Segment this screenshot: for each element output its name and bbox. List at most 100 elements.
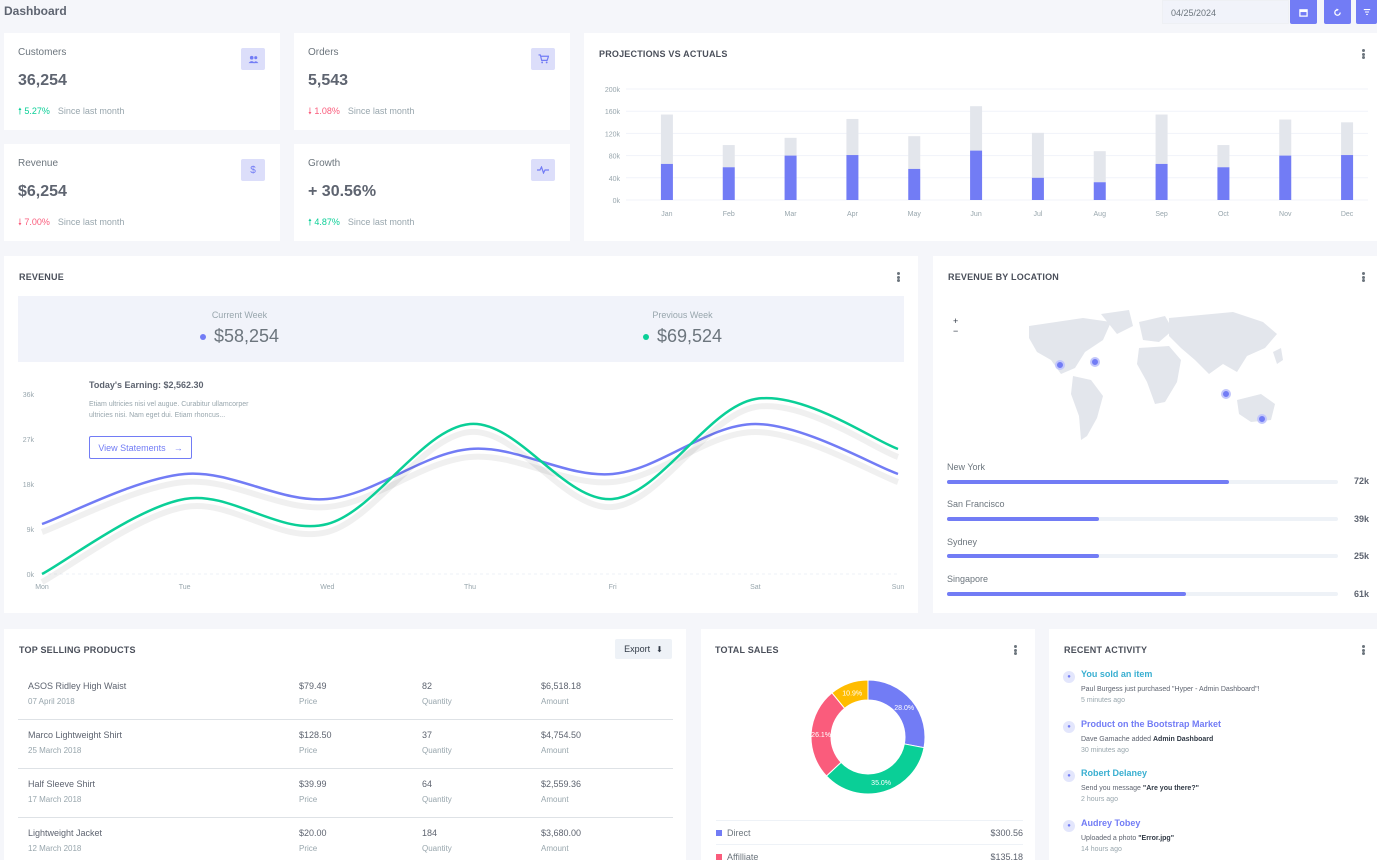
activity-text: Paul Burgess just purchased "Hyper - Adm… [1081, 686, 1260, 693]
product-name: Half Sleeve Shirt [28, 779, 96, 789]
city-value: 61k [1353, 589, 1369, 599]
x-tick-label: Jan [661, 211, 672, 218]
activity-title[interactable]: Robert Delaney [1081, 768, 1148, 778]
airplane-icon: ● [1063, 720, 1075, 733]
message-icon: ● [1063, 770, 1075, 782]
card-title: REVENUE [19, 272, 64, 282]
bar-projection [1155, 114, 1168, 164]
cart-icon [531, 48, 555, 70]
product-date: 25 March 2018 [28, 746, 82, 755]
more-menu-icon[interactable] [1359, 643, 1367, 657]
bar-projection [1341, 122, 1354, 156]
bar-projection [908, 136, 921, 169]
marker-singapore[interactable] [1221, 389, 1231, 399]
more-menu-icon[interactable] [1359, 47, 1367, 61]
product-date: 12 March 2018 [28, 844, 82, 853]
activity-item[interactable]: ● Audrey Tobey Uploaded a photo "Error.jpg… [1063, 818, 1363, 853]
activity-description: Dave Gamache added Admin Dashboard [1081, 736, 1363, 743]
activity-item[interactable]: ● You sold an item Paul Burgess just purch… [1063, 669, 1363, 704]
export-button[interactable]: Export ⬇ [615, 639, 672, 659]
stat-value: 36,254 [18, 72, 67, 89]
table-cell: $20.00 Price [299, 828, 327, 853]
marker-san-francisco[interactable] [1055, 360, 1065, 370]
stat-footer: 🠕 5.27% Since last month [18, 104, 124, 120]
table-row: ASOS Ridley High Waist 07 April 2018 $79.4… [18, 671, 673, 720]
legend-row-affiliate: Affilliate $135.18 [716, 844, 1023, 860]
bar-projection [722, 145, 735, 168]
filter-button[interactable] [1356, 0, 1377, 24]
activity-time: 2 hours ago [1081, 796, 1118, 803]
slice-label: 28.0% [894, 705, 914, 712]
y-tick-label: 200k [605, 87, 621, 94]
activity-card: RECENT ACTIVITY ● You sold an item Paul Bu… [1049, 629, 1377, 860]
donut-slice[interactable] [867, 679, 926, 749]
stat-change: 5.27% [24, 106, 50, 116]
activity-time: 30 minutes ago [1081, 746, 1129, 754]
activity-title[interactable]: You sold an item [1081, 669, 1153, 679]
series-line-previous-week [41, 396, 899, 576]
activity-item[interactable]: ● Product on the Bootstrap Market Dave Gam… [1063, 719, 1363, 754]
stat-label: Orders [308, 47, 339, 58]
stat-since: Since last month [347, 106, 415, 116]
more-menu-icon[interactable] [894, 270, 902, 284]
series-shadow [40, 428, 900, 535]
calendar-button[interactable] [1290, 0, 1317, 24]
refresh-button[interactable] [1324, 0, 1351, 24]
x-tick-label: Mon [35, 584, 49, 591]
y-tick-label: 0k [27, 572, 35, 579]
view-statements-label: View Statements [98, 442, 166, 453]
card-title: TOP SELLING PRODUCTS [19, 645, 136, 655]
city-progress [947, 592, 1338, 596]
activity-title[interactable]: Audrey Tobey [1081, 817, 1141, 828]
x-tick-label: May [908, 211, 922, 218]
date-input[interactable]: 04/25/2024 [1162, 0, 1289, 24]
total-sales-donut: 28.0% 35.0% 26.1% 10.9% [810, 679, 926, 795]
table-cell: $2,559.36 Amount [541, 779, 581, 804]
revenue-summary: Current Week $58,254 Previous Week $69,5… [18, 296, 904, 362]
activity-time: 14 hours ago [1081, 845, 1122, 853]
donut-slice[interactable] [831, 679, 869, 710]
card-title: REVENUE BY LOCATION [948, 272, 1059, 282]
more-menu-icon[interactable] [1359, 270, 1367, 284]
y-tick-label: 9k [27, 527, 35, 534]
bar-actual [1093, 182, 1106, 200]
marker-sydney[interactable] [1257, 414, 1267, 424]
marker-new-york[interactable] [1090, 357, 1100, 367]
view-statements-button[interactable]: View Statements → [89, 436, 192, 459]
city-name: Singapore [947, 574, 989, 584]
bar-projection [1217, 145, 1230, 168]
zoom-in-button[interactable]: + [953, 316, 959, 326]
stat-value: $6,254 [18, 183, 67, 200]
stat-label: Customers [18, 47, 67, 58]
legend-amount: $300.56 [990, 828, 1023, 838]
projections-bar-chart: 0k 40k 80k 120k 160k 200k Jan Feb Mar Apr May Jun Ju… [605, 87, 1368, 218]
stat-value: 5,543 [308, 72, 349, 89]
table-cell: Lightweight Jacket 12 March 2018 [28, 828, 102, 853]
x-tick-label: Feb [723, 211, 735, 218]
bar-actual [970, 150, 983, 200]
table-cell: $4,754.50 Amount [541, 730, 581, 755]
series-shadow [40, 403, 900, 585]
zoom-out-button[interactable]: − [953, 326, 959, 336]
product-amount: $3,680.00 [541, 828, 582, 838]
trend-down-icon: 🠗 [18, 217, 25, 227]
users-icon [241, 48, 265, 70]
export-label: Export [624, 644, 651, 654]
activity-item[interactable]: ● Robert Delaney Send you message "Are you… [1063, 768, 1363, 803]
activity-title[interactable]: Product on the Bootstrap Market [1081, 718, 1222, 729]
table-cell: $128.50 Price [299, 730, 332, 755]
amount-label: Amount [541, 746, 569, 755]
earning-title: Today's Earning: $2,562.30 [89, 380, 204, 390]
world-map [1029, 310, 1283, 440]
quantity-label: Quantity [422, 844, 452, 853]
activity-text: Send you message [1081, 785, 1143, 792]
current-week-value: $58,254 [213, 326, 280, 346]
product-name: Lightweight Jacket [28, 828, 103, 838]
arrow-right-icon: → [173, 442, 183, 453]
stat-since: Since last month [347, 217, 415, 227]
table-row: Half Sleeve Shirt 17 March 2018 $39.99 Pric… [18, 769, 673, 818]
product-price: $39.99 [299, 779, 327, 789]
activity-time: 5 minutes ago [1081, 697, 1125, 704]
stat-change: 1.08% [314, 106, 340, 116]
more-menu-icon[interactable] [1011, 643, 1019, 657]
